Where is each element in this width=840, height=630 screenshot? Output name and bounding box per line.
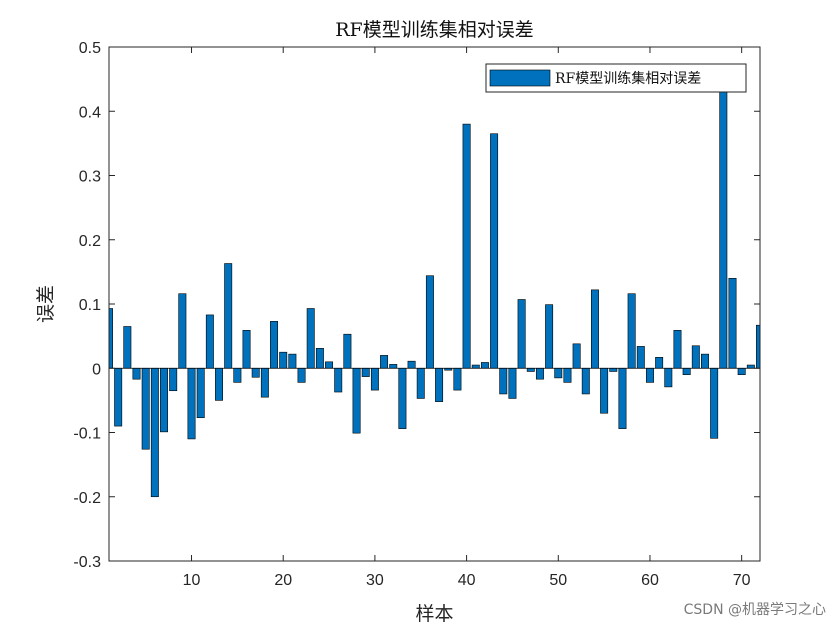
y-tick-label: -0.1 (73, 426, 101, 443)
x-axis-label: 样本 (415, 603, 453, 625)
bar-sample-37 (435, 367, 444, 402)
bar-sample-20 (279, 351, 288, 369)
bar-sample-11 (196, 367, 205, 419)
bar-sample-31 (380, 355, 389, 369)
bar-sample-22 (297, 367, 306, 383)
bar-sample-5 (141, 367, 150, 450)
x-tick-label: 50 (549, 572, 567, 589)
legend-swatch (489, 69, 551, 87)
bar-sample-71 (746, 364, 755, 369)
bar-sample-62 (664, 367, 673, 388)
y-axis: -0.3 -0.2 -0.1 0 0.1 0.2 0.3 0.4 0.5 (73, 40, 760, 571)
y-tick-label: -0.2 (73, 490, 101, 507)
bar-sample-2 (114, 367, 123, 427)
bar-sample-15 (233, 367, 242, 383)
bar-sample-70 (737, 367, 746, 375)
bar-sample-59 (636, 346, 645, 369)
bar-sample-72 (756, 324, 760, 369)
bar-sample-29 (361, 367, 370, 377)
bar-sample-3 (123, 326, 132, 369)
bar-sample-47 (526, 367, 535, 372)
bar-sample-4 (132, 367, 141, 380)
y-tick-label: -0.3 (73, 554, 101, 571)
bar-sample-36 (425, 275, 434, 369)
bar-sample-9 (178, 293, 187, 369)
y-tick-label: 0 (92, 361, 101, 378)
bar-sample-54 (590, 289, 599, 369)
bar-sample-13 (215, 367, 223, 401)
bar-sample-58 (627, 293, 636, 369)
bar-sample-30 (370, 367, 379, 391)
y-axis-label: 误差 (35, 285, 57, 323)
bar-sample-69 (728, 277, 737, 369)
bar-sample-35 (416, 367, 425, 399)
bar-sample-61 (655, 357, 664, 369)
legend: RF模型训练集相对误差 (485, 63, 747, 93)
y-tick-label: 0.5 (79, 40, 101, 57)
bar-sample-26 (334, 367, 343, 393)
bar-sample-48 (535, 367, 544, 380)
bar-sample-6 (150, 367, 159, 498)
bar-sample-12 (205, 314, 214, 369)
bar-sample-50 (554, 367, 563, 379)
bar-sample-32 (389, 364, 398, 369)
x-tick-label: 40 (458, 572, 476, 589)
y-tick-label: 0.3 (79, 169, 101, 186)
bar-sample-53 (581, 367, 590, 395)
bar-sample-18 (260, 367, 269, 398)
x-axis: 10 20 30 40 50 60 70 (183, 47, 751, 589)
x-tick-label: 10 (183, 572, 201, 589)
bar-sample-52 (572, 343, 581, 369)
bar-sample-42 (480, 362, 489, 369)
y-tick-label: 0.1 (79, 297, 101, 314)
bar-sample-57 (618, 367, 627, 429)
chart-title: RF模型训练集相对误差 (335, 19, 534, 41)
x-tick-label: 60 (641, 572, 659, 589)
bar-sample-34 (407, 360, 416, 369)
bar-sample-68 (719, 85, 728, 369)
bar-sample-41 (471, 364, 480, 369)
y-tick-label: 0.2 (79, 233, 101, 250)
legend-entry-label: RF模型训练集相对误差 (555, 70, 701, 87)
x-tick-label: 20 (274, 572, 292, 589)
bar-sample-17 (251, 367, 260, 378)
bar-sample-7 (160, 367, 168, 433)
bar-sample-65 (691, 345, 700, 369)
plot-area (109, 47, 760, 561)
bar-sample-66 (701, 353, 709, 369)
bar-sample-19 (270, 321, 279, 369)
bar-sample-44 (499, 367, 508, 395)
watermark: CSDN @机器学习之心 (684, 602, 826, 618)
bar-sample-45 (508, 367, 517, 399)
bar-sample-39 (453, 367, 462, 391)
bar-sample-46 (517, 299, 526, 369)
bar-sample-51 (563, 367, 572, 383)
bar-sample-63 (673, 330, 682, 369)
bar-sample-40 (462, 123, 471, 369)
bar-sample-24 (315, 348, 324, 369)
bar-sample-60 (646, 367, 654, 383)
bar-sample-23 (306, 308, 315, 369)
bar-sample-14 (224, 263, 233, 369)
bar-sample-67 (710, 367, 719, 439)
y-tick-label: 0.4 (79, 104, 101, 121)
bar-sample-27 (343, 333, 352, 369)
bar-sample-56 (609, 367, 618, 372)
bar-sample-43 (490, 133, 499, 369)
bar-sample-64 (682, 367, 691, 375)
bar-sample-33 (398, 367, 407, 429)
bar-sample-28 (352, 367, 361, 434)
bar-sample-55 (600, 367, 609, 414)
bar-sample-16 (242, 330, 251, 369)
x-tick-label: 70 (733, 572, 751, 589)
x-tick-label: 30 (366, 572, 384, 589)
bar-sample-10 (187, 367, 196, 440)
bar-sample-49 (545, 304, 554, 369)
bar-sample-8 (169, 367, 178, 392)
bar-sample-25 (325, 361, 334, 369)
bar-sample-21 (288, 353, 297, 369)
